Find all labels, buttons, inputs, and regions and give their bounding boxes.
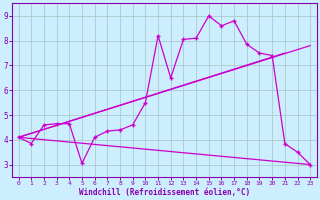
X-axis label: Windchill (Refroidissement éolien,°C): Windchill (Refroidissement éolien,°C)	[79, 188, 250, 197]
